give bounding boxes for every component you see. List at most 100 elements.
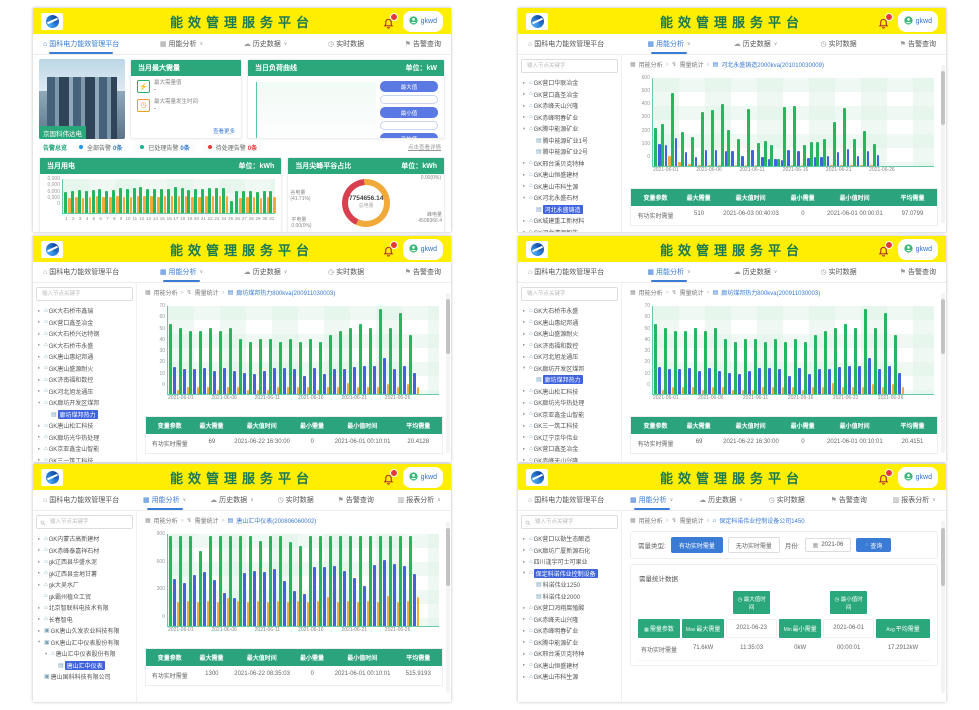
tree-item[interactable]: ▸ ⌂ gk大吴水厂 [36, 579, 133, 591]
tree-item[interactable]: ▤ 河北永盛铸造 [521, 204, 618, 216]
tree-item[interactable]: ▸ ⌂ 四川逢宇可士可果业 [521, 556, 618, 568]
min-value-button[interactable]: 最小值 [380, 107, 438, 118]
tree-item[interactable]: ⌂ gk霸州植众工贸 [36, 591, 133, 603]
breadcrumb-mid[interactable]: 需量统计 [194, 291, 219, 297]
nav-item-3[interactable]: ⚑ 告警查询 [405, 262, 441, 282]
tree-item[interactable]: ▾ ⌂ 唐山汇中仪表股份有限 [36, 648, 133, 660]
scrollbar[interactable] [941, 293, 945, 453]
breadcrumb-root[interactable]: 用能分析 [638, 291, 663, 297]
tree-item[interactable]: ▸ ⌂ GK唐山恒盛建材 [521, 660, 618, 672]
alarm-pending[interactable]: 待处理告警 0条 [201, 141, 264, 153]
tree-item[interactable]: ▸ ⌂ GK河北旭龙通压 [36, 386, 133, 398]
nav-item-0[interactable]: ▦ 用能分析 ∨ [160, 262, 203, 282]
breadcrumb-station[interactable]: 廊坊煤邦热力800kva(200911030003) [236, 291, 336, 297]
breadcrumb-station[interactable]: 唐山汇中仪表(200806060002) [236, 519, 317, 525]
nav-home[interactable]: ⌂ 国科电力能效管理平台 [43, 34, 119, 54]
tree-search-input[interactable] [525, 62, 614, 70]
nav-home[interactable]: ⌂ 国科电力能效管理平台 [528, 34, 604, 54]
user-menu[interactable]: gkwd [402, 238, 443, 260]
tree-item[interactable]: ▸ ⌂ GK营口华联冶金 [521, 77, 618, 89]
avg-value-button[interactable]: 平均值 [380, 133, 438, 138]
breadcrumb-station[interactable]: 保定科诺伟业控制设备公司1450 [719, 519, 805, 525]
nav-item-3[interactable]: ⚑ 告警查询 [900, 262, 936, 282]
nav-item-2[interactable]: ◷ 实时数据 [328, 262, 364, 282]
tree-item[interactable]: ▾ ⌂ GK廊坊开发区煤邦 [521, 363, 618, 375]
tree-item[interactable]: ▸ ⌂ GK廊坊广厦新源石化 [521, 545, 618, 557]
breadcrumb-station[interactable]: 廊坊煤邦热力800kva(200911030003) [721, 291, 821, 297]
scrollbar[interactable] [446, 293, 450, 453]
month-picker[interactable]: ▦ 2021-06 [804, 538, 852, 552]
nav-home[interactable]: ⌂ 国科电力能效管理平台 [43, 490, 119, 510]
tree-item[interactable]: ▤ 廊坊煤邦热力 [521, 374, 618, 386]
tree-item[interactable]: ▤ 科诺伟业1250 [521, 579, 618, 591]
tree-item[interactable]: ▸ ⌂ GK廊坊光华热处理 [521, 397, 618, 409]
breadcrumb-root[interactable]: 用能分析 [638, 519, 663, 525]
notification-bell-icon[interactable] [878, 12, 893, 29]
nav-item-1[interactable]: ☁ 历史数据 ∨ [699, 490, 743, 510]
tree-item[interactable]: ▤ 腾中能源矿业2号 [521, 146, 618, 158]
tree-item[interactable]: ▸ ⌂ GK三一筑工科技 [36, 455, 133, 462]
nav-item-1[interactable]: ☁ 历史数据 ∨ [734, 262, 778, 282]
notification-bell-icon[interactable] [878, 240, 893, 257]
tree-item[interactable]: ▸ ⌂ GK城建重工新材料 [521, 215, 618, 227]
tree-item[interactable]: ▸ ⌂ GK赤峰天山兴隆 [521, 455, 618, 462]
tree-item[interactable]: ▸ ⌂ GK营口鑫圣冶金 [521, 89, 618, 101]
tree-item[interactable]: ▸ ⌂ GK营口以勒生态酿造 [521, 533, 618, 545]
tree-item[interactable]: ▸ ⌂ GK辽宁京华伟业 [521, 432, 618, 444]
nav-home[interactable]: ⌂ 国科电力能效管理平台 [43, 262, 119, 282]
tree-item[interactable]: ▸ ⌂ GK大石桥市永盛 [36, 340, 133, 352]
nav-item-2[interactable]: ◷ 实时数据 [820, 34, 856, 54]
nav-item-1[interactable]: ☁ 历史数据 ∨ [244, 262, 288, 282]
tree-search-input[interactable] [40, 290, 129, 298]
breadcrumb-mid[interactable]: 需量统计 [194, 519, 219, 525]
scrollbar[interactable] [941, 65, 945, 223]
tree-item[interactable]: ▤ 廊坊煤邦热力 [36, 409, 133, 421]
user-menu[interactable]: gkwd [402, 466, 443, 488]
tree-item[interactable]: ▸ ⌂ GK唐山惠纪邦通 [36, 351, 133, 363]
nav-item-2[interactable]: ◷ 实时数据 [820, 262, 856, 282]
tree-item[interactable]: ▸ ⌂ GK唐山市科生源 [521, 181, 618, 193]
tree-item[interactable]: ▸ ⌂ GK大石桥市鑫瑞 [36, 305, 133, 317]
alarm-details-link[interactable]: 点击查看详情 [407, 145, 441, 151]
tree-item[interactable]: ▸ ⌂ GK济南福和数控 [521, 340, 618, 352]
reactive-demand-button[interactable]: 无功实时需量 [727, 537, 780, 553]
nav-item-1[interactable]: ☁ 历史数据 ∨ [734, 34, 778, 54]
tree-item[interactable]: ▾ ⌂ GK腾中能源矿业 [521, 123, 618, 135]
tree-item[interactable]: ▤ 科诺伟业2000 [521, 591, 618, 603]
breadcrumb-root[interactable]: 用能分析 [153, 291, 178, 297]
tree-item[interactable]: ▸ ⌂ GK廊坊光华热处理 [36, 432, 133, 444]
nav-item-3[interactable]: ⚑ 告警查询 [338, 490, 374, 510]
tree-item[interactable]: ▸ ⌂ GK邢台溪贝克特种 [521, 648, 618, 660]
scrollbar[interactable] [446, 521, 450, 693]
notification-bell-icon[interactable] [383, 12, 398, 29]
tree-item[interactable]: ▾ ⌂ GK河北永盛石材 [521, 192, 618, 204]
tree-item[interactable]: ▸ ⌂ GK赤峰泰嘉祥石材 [36, 545, 133, 557]
nav-item-1[interactable]: ☁ 历史数据 ∨ [244, 34, 288, 54]
tree-item[interactable]: ▸ ▣ GK唐山久发农业科技有限 [36, 625, 133, 637]
nav-item-0[interactable]: ▦ 用能分析 ∨ [630, 490, 673, 510]
tree-item[interactable]: ▸ ⌂ GK济南福和数控 [36, 374, 133, 386]
tree-item[interactable]: ▸ ⌂ GK河北旭龙通压 [521, 351, 618, 363]
tree-item[interactable]: ▸ ⌂ GK唐山盛源耐火 [521, 328, 618, 340]
nav-item-0[interactable]: ▦ 用能分析 ∨ [160, 34, 203, 54]
breadcrumb-mid[interactable]: 需量统计 [679, 291, 704, 297]
tree-item[interactable]: ▸ ⌂ 北京智联科电技术有限 [36, 602, 133, 614]
tree-item[interactable]: ▸ ⌂ GK营口鑫圣冶金 [36, 317, 133, 329]
nav-item-2[interactable]: ◷ 实时数据 [769, 490, 805, 510]
tree-item[interactable]: ▤ 腾中能源矿业1号 [521, 135, 618, 147]
nav-item-2[interactable]: ◷ 实时数据 [328, 34, 364, 54]
tree-item[interactable]: ▸ ⌂ 长春智电 [36, 614, 133, 626]
tree-search-input[interactable] [525, 290, 614, 298]
tree-item[interactable]: ▸ ⌂ GK京亚鑫金山智能 [36, 443, 133, 455]
tree-item[interactable]: ▸ ⌂ GK赤峰明春矿业 [521, 625, 618, 637]
tree-search-input[interactable] [533, 518, 614, 526]
breadcrumb-root[interactable]: 用能分析 [638, 63, 663, 69]
tree-item[interactable]: ▸ ⌂ GK赤峰明春矿业 [521, 112, 618, 124]
user-menu[interactable]: gkwd [897, 238, 938, 260]
tree-item[interactable]: ▸ ⌂ GK京亚鑫金山智能 [521, 409, 618, 421]
tree-search-input[interactable] [48, 518, 129, 526]
nav-item-4[interactable]: ▥ 报表分析 ∨ [398, 490, 441, 510]
tree-item[interactable]: ▸ ⌂ GK唐山松汇科技 [36, 420, 133, 432]
tree-item[interactable]: ▤ 唐山汇中仪表 [36, 660, 133, 672]
nav-home[interactable]: ⌂ 国科电力能效管理平台 [528, 262, 604, 282]
